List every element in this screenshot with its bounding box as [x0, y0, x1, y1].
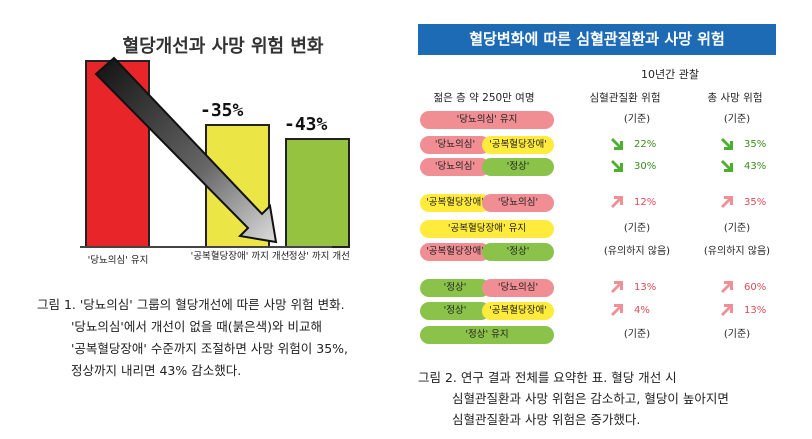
arrow-up-icon — [721, 281, 733, 293]
caption2-line-0: 그림 2. 연구 결과 전체를 요약한 표. 혈당 개선 시 — [418, 370, 677, 385]
decrease-arrow-icon — [94, 56, 278, 244]
x-axis-line — [80, 246, 332, 248]
mortality-risk-cell: (기준) — [692, 220, 782, 238]
cardio-risk-cell: 13% — [582, 279, 692, 297]
figure2-caption: 그림 2. 연구 결과 전체를 요약한 표. 혈당 개선 시 심혈관질환과 사망… — [418, 367, 798, 430]
caption1-line-1: '당뇨의심'에서 개선이 없을 때(붉은색)와 비교해 — [71, 319, 323, 334]
col-header-group: 젊은 층 약 250만 여명 — [433, 92, 535, 104]
caption1-line-2: '공복혈당장애' 수준까지 조절하면 사망 위험이 35%, — [71, 341, 348, 356]
cardio-risk-cell: 12% — [582, 194, 692, 212]
arrow-down-icon — [721, 138, 733, 150]
risk-value: 12% — [634, 197, 657, 208]
maintain-status-pill: '당뇨의심' 유지 — [420, 111, 554, 129]
table-row: '공복혈당장애' '정상' (유의하지 않음) (유의하지 않음) — [420, 243, 780, 261]
risk-value: (기준) — [623, 114, 651, 125]
from-status-pill: '공복혈당장애' — [420, 194, 490, 212]
table-row: '공복혈당장애' '당뇨의심' 12% 35% — [420, 194, 780, 212]
risk-value: 30% — [634, 161, 657, 172]
caption2-line-2: 심혈관질환과 사망 위험은 증가했다. — [452, 412, 641, 427]
cardio-risk-cell: 22% — [582, 136, 692, 154]
risk-value: (유의하지 않음) — [603, 246, 671, 257]
risk-value: 60% — [744, 282, 767, 293]
from-status-pill: '당뇨의심' — [420, 158, 490, 176]
arrow-down-icon — [611, 160, 623, 172]
change-label-35: -35% — [200, 100, 244, 121]
arrow-down-icon — [611, 138, 623, 150]
to-status-pill: '정상' — [482, 158, 554, 176]
arrow-up-icon — [611, 304, 623, 316]
maintain-status-pill: '정상' 유지 — [420, 326, 554, 344]
arrow-up-icon — [721, 196, 733, 208]
col-header-cardio: 심혈관질환 위험 — [589, 92, 661, 104]
cardio-risk-cell: 30% — [582, 158, 692, 176]
risk-value: (기준) — [623, 329, 651, 340]
mortality-risk-cell: 35% — [692, 194, 782, 212]
maintain-status-pill: '공복혈당장애' 유지 — [420, 220, 554, 238]
risk-value: (기준) — [723, 329, 751, 340]
bar-label-1: '당뇨의심' 유지 — [87, 255, 149, 266]
bar-label-3: '정상' 까지 개선 — [286, 251, 350, 262]
caption1-line-0: 그림 1. '당뇨의심' 그룹의 혈당개선에 따른 사망 위험 변화. — [37, 297, 345, 312]
risk-value: (기준) — [723, 223, 751, 234]
risk-value: (기준) — [723, 114, 751, 125]
mortality-risk-cell: 60% — [692, 279, 782, 297]
to-status-pill: '공복혈당장애' — [482, 136, 554, 154]
table-row: '당뇨의심' '정상' 30% 43% — [420, 158, 780, 176]
arrow-up-icon — [611, 281, 623, 293]
risk-value: 22% — [634, 139, 657, 150]
risk-value: 4% — [634, 305, 650, 316]
figure1-caption: 그림 1. '당뇨의심' 그룹의 혈당개선에 따른 사망 위험 변화. '당뇨의… — [37, 294, 387, 382]
caption2-line-1: 심혈관질환과 사망 위험은 감소하고, 혈당이 높아지면 — [452, 391, 729, 406]
col-header-mortality: 총 사망 위험 — [707, 92, 763, 104]
observation-header: 10년간 관찰 — [641, 68, 699, 81]
cardio-risk-cell: 4% — [582, 302, 692, 320]
mortality-risk-cell: (유의하지 않음) — [692, 243, 782, 261]
cardio-risk-cell: (유의하지 않음) — [582, 243, 692, 261]
mortality-risk-cell: 43% — [692, 158, 782, 176]
table-row: '공복혈당장애' 유지 (기준) (기준) — [420, 220, 780, 238]
to-status-pill: '당뇨의심' — [482, 279, 554, 297]
risk-value: 35% — [744, 197, 767, 208]
cardio-risk-cell: (기준) — [582, 326, 692, 344]
mortality-risk-cell: (기준) — [692, 111, 782, 129]
change-label-43: -43% — [284, 114, 328, 135]
to-status-pill: '당뇨의심' — [482, 194, 554, 212]
arrow-up-icon — [721, 304, 733, 316]
table-row: '당뇨의심' '공복혈당장애' 22% 35% — [420, 136, 780, 154]
risk-value: 43% — [744, 161, 767, 172]
table-row: '정상' '당뇨의심' 13% 60% — [420, 279, 780, 297]
arrow-down-icon — [721, 160, 733, 172]
from-status-pill: '정상' — [420, 279, 490, 297]
cardio-risk-cell: (기준) — [582, 111, 692, 129]
mortality-risk-cell: 13% — [692, 302, 782, 320]
bar-label-2: '공복혈당장애' 까지 개선 — [190, 251, 290, 263]
risk-value: 35% — [744, 139, 767, 150]
risk-value: 13% — [744, 305, 767, 316]
mortality-risk-cell: 35% — [692, 136, 782, 154]
cardio-risk-cell: (기준) — [582, 220, 692, 238]
to-status-pill: '공복혈당장애' — [482, 302, 554, 320]
bar-label-2-line1: '공복혈당장애' 까지 개선 — [190, 251, 290, 262]
figure2-banner: 혈당변화에 따른 심혈관질환과 사망 위험 — [418, 24, 776, 55]
bar-improve-to-normal — [285, 138, 350, 248]
risk-value: (유의하지 않음) — [703, 246, 771, 257]
table-row: '정상' 유지 (기준) (기준) — [420, 326, 780, 344]
risk-value: 13% — [634, 282, 657, 293]
figure1-title: 혈당개선과 사망 위험 변화 — [122, 36, 324, 57]
caption1-line-3: 정상까지 내리면 43% 감소했다. — [71, 363, 242, 378]
table-row: '당뇨의심' 유지 (기준) (기준) — [420, 111, 780, 129]
from-status-pill: '공복혈당장애' — [420, 243, 490, 261]
from-status-pill: '당뇨의심' — [420, 136, 490, 154]
arrow-up-icon — [611, 196, 623, 208]
table-row: '정상' '공복혈당장애' 4% 13% — [420, 302, 780, 320]
risk-value: (기준) — [623, 223, 651, 234]
mortality-risk-cell: (기준) — [692, 326, 782, 344]
to-status-pill: '정상' — [482, 243, 554, 261]
from-status-pill: '정상' — [420, 302, 490, 320]
